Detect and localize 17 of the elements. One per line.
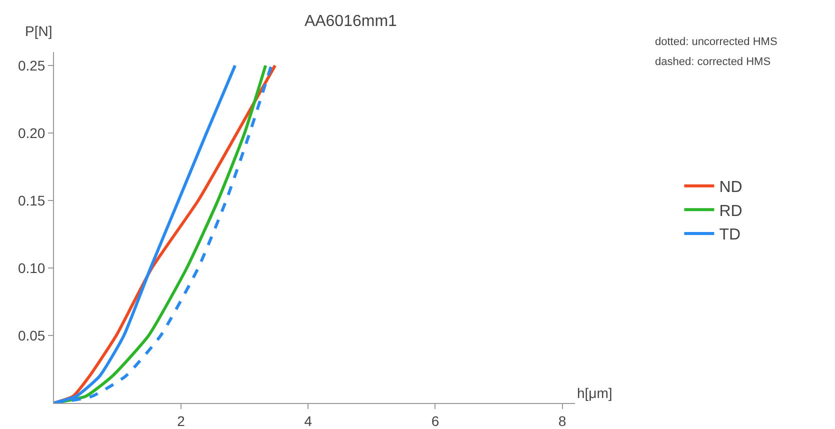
x-tick-label: 8 — [558, 412, 566, 429]
x-axis-title: h[μm] — [577, 385, 612, 401]
text: dashed: corrected HMS — [655, 56, 771, 68]
y-axis-title: P[N] — [25, 23, 52, 39]
x-tick-label: 4 — [304, 412, 312, 429]
x-tick-label: 2 — [177, 412, 186, 429]
x-tick-label: 6 — [431, 412, 440, 429]
legend-label: RD — [719, 202, 742, 220]
y-tick-label: 0.10 — [18, 260, 46, 276]
y-tick-label: 0.15 — [18, 192, 46, 208]
y-tick-label: 0.20 — [18, 124, 46, 141]
text: dotted: uncorrected HMS — [655, 36, 778, 48]
legend-label: TD — [719, 226, 741, 244]
legend-label: ND — [719, 179, 742, 196]
y-tick-label: 0.05 — [18, 327, 46, 344]
chart-title: AA6016mm1 — [304, 13, 398, 30]
y-tick-label: 0.25 — [18, 57, 46, 74]
